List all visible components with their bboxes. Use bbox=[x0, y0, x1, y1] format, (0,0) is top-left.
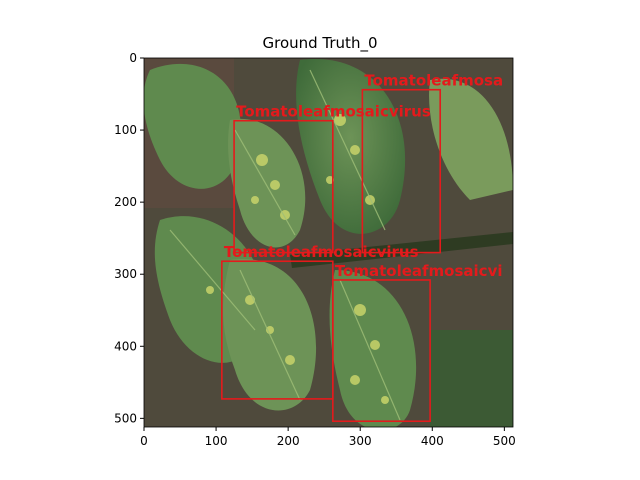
y-tick-label: 300 bbox=[114, 267, 137, 281]
detection-label: Tomatoleafmosaicvirus bbox=[224, 243, 419, 261]
y-tick-label: 100 bbox=[114, 123, 137, 137]
x-tick-label: 0 bbox=[140, 434, 148, 448]
x-tick-label: 500 bbox=[493, 434, 516, 448]
x-tick-label: 300 bbox=[349, 434, 372, 448]
x-tick-label: 400 bbox=[421, 434, 444, 448]
x-tick-label: 100 bbox=[205, 434, 228, 448]
detection-box bbox=[233, 119, 334, 254]
y-tick-label: 500 bbox=[114, 411, 137, 425]
detection-label: Tomatoleafmosa bbox=[364, 72, 503, 90]
detection-layer: Tomatoleafmosaicvirus Tomatoleafmosa Tomat… bbox=[221, 72, 503, 423]
detection-label: Tomatoleafmosaicvirus bbox=[236, 103, 431, 121]
detection-box bbox=[332, 279, 431, 423]
y-tick-label: 0 bbox=[129, 51, 137, 65]
x-tick-label: 200 bbox=[277, 434, 300, 448]
detection-box bbox=[361, 88, 442, 254]
y-tick-label: 200 bbox=[114, 195, 137, 209]
detection-label: Tomatoleafmosaicvi bbox=[335, 262, 503, 280]
leaf-photo bbox=[144, 58, 513, 427]
y-tick-label: 400 bbox=[114, 339, 137, 353]
axes-frame bbox=[143, 57, 514, 428]
figure-title: Ground Truth_0 bbox=[262, 34, 378, 52]
